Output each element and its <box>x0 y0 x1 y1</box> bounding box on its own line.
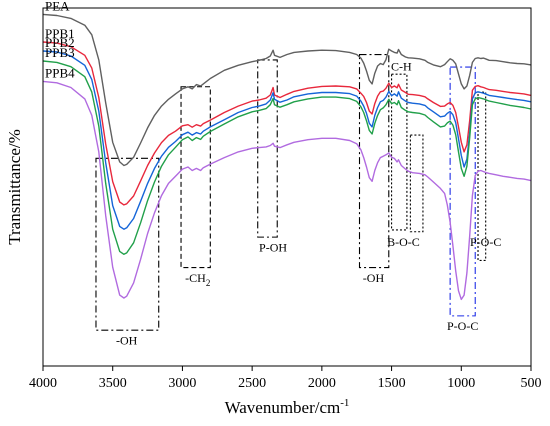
series-label-ppb3: PPB3 <box>45 45 75 60</box>
x-tick-label: 4000 <box>29 376 57 391</box>
annotation-box <box>95 157 160 331</box>
annotation-label: -OH <box>363 271 385 285</box>
x-axis-title-sup: -1 <box>340 397 349 409</box>
annotation-label: P-O-C <box>470 235 501 249</box>
annotation-label: -CH2 <box>185 271 210 288</box>
series-label-ppb1: PPB1 <box>45 26 75 41</box>
x-axis-title-main: Wavenumber/cm <box>225 398 341 417</box>
series-line-ppb2 <box>42 50 532 230</box>
y-axis-title: Transmittance/% <box>5 129 24 245</box>
x-tick-label: 2500 <box>238 376 266 391</box>
x-tick-label: 500 <box>521 376 542 391</box>
annotation-text: P-OH <box>259 240 287 254</box>
annotation-boxes <box>95 53 487 331</box>
x-axis-title: Wavenumber/cm-1 <box>225 397 350 417</box>
annotation-label: B-O-C <box>387 235 420 249</box>
plot-frame <box>42 7 532 367</box>
x-tick-label: 3000 <box>168 376 196 391</box>
axes <box>42 7 532 367</box>
x-tick-label: 3500 <box>99 376 127 391</box>
series-line-ppb4 <box>42 80 532 301</box>
annotation-box <box>449 66 476 317</box>
x-tick-label: 1500 <box>378 376 406 391</box>
x-ticks: 4000 3500 3000 2500 2000 1500 1000 500 <box>29 366 542 391</box>
annotation-box <box>358 53 390 269</box>
annotation-box <box>391 73 408 231</box>
annotation-box <box>409 134 424 233</box>
annotation-label: C-H <box>391 60 412 74</box>
annotation-text: -CH <box>185 271 206 285</box>
series-label-ppb4: PPB4 <box>45 65 75 80</box>
series-label-pea: PEA <box>45 0 70 13</box>
annotation-text: P-O-C <box>447 319 478 333</box>
annotation-text: -OH <box>116 334 138 348</box>
annotation-box <box>180 86 211 269</box>
annotation-text: B-O-C <box>387 235 420 249</box>
annotations: -OH -CH2 P-OH -OH C-H B-O-C P-O-C P-O-C <box>116 60 501 348</box>
x-tick-label: 2000 <box>308 376 336 391</box>
annotation-box <box>257 59 278 238</box>
annotation-subscript: 2 <box>206 278 211 288</box>
series-line-ppb1 <box>42 41 532 206</box>
series-lines <box>42 13 532 301</box>
annotation-text: C-H <box>391 60 412 74</box>
series-label-ppb2: PPB2 <box>45 35 75 50</box>
annotation-label: P-O-C <box>447 319 478 333</box>
series-line-ppb3 <box>42 60 532 256</box>
annotation-text: -OH <box>363 271 385 285</box>
x-tick-label: 1000 <box>447 376 475 391</box>
annotation-label: P-OH <box>259 240 287 254</box>
annotation-text: P-O-C <box>470 235 501 249</box>
annotation-label: -OH <box>116 334 138 348</box>
series-line-pea <box>42 13 532 167</box>
